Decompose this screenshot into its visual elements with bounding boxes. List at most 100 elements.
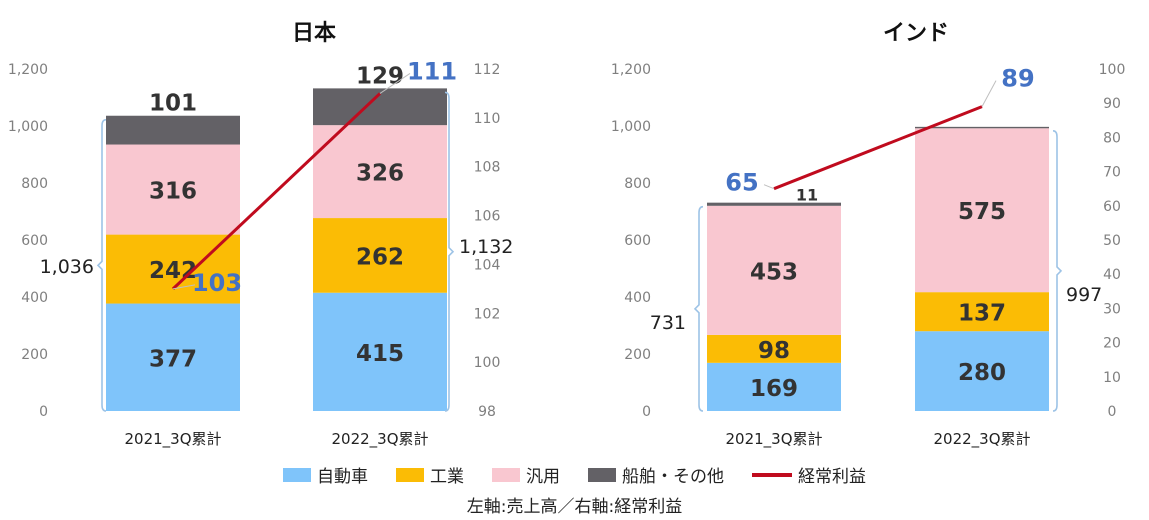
- legend-item-hanyo: 汎用: [492, 462, 560, 487]
- bar-value-label: 137: [958, 301, 1006, 327]
- bar-value-label: 11: [796, 186, 818, 205]
- right-axis-tick: 106: [474, 209, 501, 225]
- x-axis-label: 2021_3Q累計: [725, 430, 822, 449]
- profit-value-label: 103: [192, 269, 242, 297]
- right-axis-tick: 40: [1103, 267, 1121, 283]
- right-axis-tick: 30: [1103, 301, 1121, 317]
- left-axis-tick: 800: [624, 176, 651, 192]
- bar-segment: [707, 202, 841, 206]
- profit-value-label: 111: [407, 57, 457, 85]
- legend-swatch: [283, 467, 311, 482]
- left-axis-tick: 600: [21, 233, 48, 249]
- right-axis-tick: 90: [1103, 96, 1121, 112]
- bar-value-label: 280: [958, 360, 1006, 386]
- bar-value-label: 262: [356, 244, 404, 270]
- charts-canvas: 日本02004006008001,0001,200981001021041061…: [8, 21, 1126, 449]
- bar-segment: [707, 334, 841, 363]
- legend-swatch: [492, 467, 520, 482]
- left-axis-tick: 200: [21, 347, 48, 363]
- bar-segment: [915, 128, 1049, 293]
- bar-value-label: 242: [149, 258, 197, 284]
- total-bracket: [1052, 130, 1063, 412]
- bar-segment: [915, 331, 1049, 411]
- left-axis-tick: 800: [21, 176, 48, 192]
- bar-segment: [313, 218, 447, 293]
- chart-title: 日本: [292, 21, 336, 46]
- legend-line-swatch: [752, 472, 792, 477]
- legend-label: 工業: [430, 467, 464, 487]
- total-bracket: [96, 118, 107, 412]
- total-label: 731: [650, 312, 686, 334]
- bar-value-label: 316: [149, 179, 197, 205]
- legend-item-keijo-rieki: 経常利益: [752, 462, 866, 487]
- right-axis-tick: 102: [474, 306, 501, 322]
- legend-item-senpaku: 船舶・その他: [588, 462, 724, 487]
- profit-value-label: 65: [725, 169, 758, 197]
- total-label: 997: [1066, 284, 1102, 306]
- left-axis-tick: 1,200: [611, 62, 651, 78]
- profit-leader-line: [172, 284, 196, 290]
- chart-title: インド: [883, 21, 949, 46]
- right-axis-tick: 100: [474, 355, 501, 371]
- bar-segment: [915, 126, 1049, 129]
- right-axis-tick: 20: [1103, 336, 1121, 352]
- right-axis-tick: 108: [474, 160, 501, 176]
- bar-segment: [313, 125, 447, 219]
- left-axis-tick: 400: [21, 290, 48, 306]
- legend-swatch: [588, 467, 616, 482]
- legend-label: 経常利益: [798, 467, 866, 487]
- legend-swatch: [396, 467, 424, 482]
- total-label: 1,036: [40, 256, 94, 278]
- right-axis-tick: 70: [1103, 165, 1121, 181]
- bar-segment: [915, 292, 1049, 332]
- bar-value-label: 326: [356, 161, 404, 187]
- bar-value-label: 415: [356, 341, 404, 367]
- legend-label: 汎用: [526, 467, 560, 487]
- left-axis-tick: 1,000: [8, 119, 48, 135]
- left-axis-tick: 1,000: [611, 119, 651, 135]
- right-axis-tick: 110: [474, 111, 501, 127]
- legend-item-jidosha: 自動車: [283, 462, 368, 487]
- left-axis-tick: 0: [642, 404, 651, 420]
- right-axis-tick: 98: [478, 404, 496, 420]
- total-bracket: [444, 91, 455, 412]
- right-axis-tick: 0: [1108, 404, 1117, 420]
- legend-item-kogyo: 工業: [396, 462, 464, 487]
- bar-value-label: 101: [149, 91, 197, 117]
- legend-label: 自動車: [317, 467, 368, 487]
- bar-value-label: 98: [758, 338, 790, 364]
- right-axis-tick: 50: [1103, 233, 1121, 249]
- bar-value-label: 129: [356, 63, 404, 89]
- legend: 自動車 工業 汎用 船舶・その他 経常利益: [0, 462, 1149, 487]
- profit-line: [171, 92, 382, 290]
- bar-value-label: 575: [958, 199, 1006, 225]
- bar-segment: [106, 144, 240, 235]
- x-axis-label: 2021_3Q累計: [124, 430, 221, 449]
- right-axis-tick: 112: [474, 62, 501, 78]
- bar-segment: [707, 362, 841, 411]
- axis-footnote: 左軸:売上高／右軸:経常利益: [466, 497, 683, 517]
- profit-leader-line: [763, 184, 775, 190]
- left-axis-tick: 200: [624, 347, 651, 363]
- bar-segment: [106, 303, 240, 411]
- left-axis-tick: 400: [624, 290, 651, 306]
- left-axis-tick: 0: [39, 404, 48, 420]
- bar-value-label: 453: [750, 259, 798, 285]
- bar-segment: [313, 292, 447, 411]
- legend-label: 船舶・その他: [622, 467, 724, 487]
- bar-segment: [707, 205, 841, 335]
- right-axis-tick: 104: [474, 257, 501, 273]
- bar-value-label: 169: [750, 376, 798, 402]
- profit-leader-line: [379, 73, 411, 94]
- bar-segment: [106, 115, 240, 145]
- right-axis-tick: 60: [1103, 199, 1121, 215]
- profit-line: [773, 105, 983, 191]
- right-axis-tick: 100: [1099, 62, 1126, 78]
- profit-leader-line: [981, 80, 997, 107]
- right-axis-tick: 10: [1103, 370, 1121, 386]
- profit-value-label: 89: [1001, 65, 1034, 93]
- bar-value-label: 377: [149, 346, 197, 372]
- x-axis-label: 2022_3Q累計: [933, 430, 1030, 449]
- x-axis-label: 2022_3Q累計: [331, 430, 428, 449]
